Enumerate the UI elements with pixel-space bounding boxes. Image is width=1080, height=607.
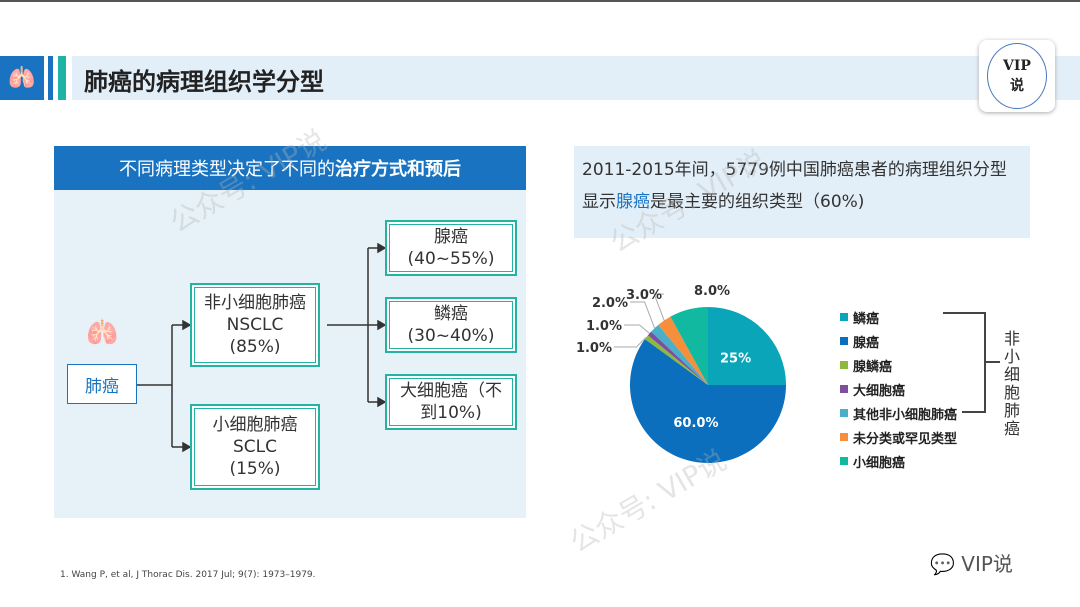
slice-label: 1.0%	[576, 341, 612, 356]
legend-label: 未分类或罕见类型	[853, 431, 958, 447]
adeno-box: 腺癌 (40~55%)	[385, 220, 517, 276]
box-text: 到10%)	[420, 403, 482, 423]
legend-label: 腺鳞癌	[853, 359, 893, 375]
pie-slice-2	[644, 335, 708, 385]
summary-text: 显示	[582, 192, 616, 212]
legend-label: 鳞癌	[853, 311, 880, 327]
wechat-icon: 💬	[930, 552, 962, 576]
box-text: 腺癌	[434, 227, 468, 247]
leader-line	[614, 336, 647, 348]
box-text: 小细胞肺癌	[212, 415, 298, 435]
box-text: 鳞癌	[434, 304, 468, 324]
legend-label: 其他非小细胞肺癌	[853, 407, 958, 423]
slice-label: 60.0%	[673, 416, 718, 431]
root-lung-cancer: 肺癌	[67, 364, 137, 404]
legend-swatch	[840, 433, 848, 441]
lung-icon: 🫁	[0, 56, 44, 100]
sclc-box: 小细胞肺癌 SCLC (15%)	[190, 404, 320, 490]
box-text: SCLC	[232, 437, 277, 457]
accent-bar	[48, 56, 53, 100]
box-text: (15%)	[229, 459, 281, 479]
lung-icon: 🫁	[86, 318, 119, 348]
page-title: 肺癌的病理组织学分型	[84, 68, 324, 96]
vip-badge: VIP 说	[979, 40, 1055, 112]
panel-heading: 不同病理类型决定了不同的 治疗方式和预后	[54, 146, 526, 190]
pie-slice-3	[647, 331, 708, 385]
heading-bold: 治疗方式和预后	[335, 159, 461, 180]
legend-swatch	[840, 361, 848, 369]
legend-swatch	[840, 313, 848, 321]
summary-line: 2011-2015年间，5779例中国肺癌患者的病理组织分型	[582, 160, 1007, 180]
squamous-box: 鳞癌 (30~40%)	[385, 297, 517, 353]
legend-item: 腺鳞癌	[840, 353, 957, 377]
box-text: 非小细胞肺癌	[204, 293, 306, 313]
large-cell-box: 大细胞癌（不 到10%)	[385, 374, 517, 430]
legend-item: 小细胞癌	[840, 449, 957, 473]
box-text: (40~55%)	[407, 249, 495, 269]
slice-label: 2.0%	[592, 296, 628, 311]
legend-item: 其他非小细胞肺癌	[840, 401, 957, 425]
nsclc-box: 非小细胞肺癌 NSCLC (85%)	[190, 283, 320, 367]
pie-slice-1	[630, 339, 786, 463]
chart-legend: 鳞癌腺癌腺鳞癌大细胞癌其他非小细胞肺癌 未分类或罕见类型 小细胞癌	[840, 305, 957, 473]
pie-slice-4	[651, 324, 708, 385]
heading-text: 不同病理类型决定了不同的	[119, 159, 335, 180]
legend-item: 鳞癌	[840, 305, 957, 329]
pie-slice-6	[670, 307, 708, 385]
legend-label: 大细胞癌	[853, 383, 906, 399]
summary-line: 显示腺癌是最主要的组织类型（60%)	[582, 186, 1022, 218]
legend-item: 未分类或罕见类型	[840, 425, 957, 449]
box-text: 大细胞癌（不	[400, 381, 502, 401]
legend-item: 大细胞癌	[840, 377, 957, 401]
box-text: NSCLC	[226, 315, 284, 335]
accent-bar	[58, 56, 66, 100]
highlight-text: 腺癌	[616, 192, 650, 212]
legend-swatch	[840, 409, 848, 417]
summary-box: 2011-2015年间，5779例中国肺癌患者的病理组织分型 显示腺癌是最主要的…	[574, 146, 1030, 238]
leader-line	[653, 293, 665, 321]
badge-text: 说	[1010, 78, 1024, 94]
box-text: (85%)	[229, 337, 281, 357]
slice-label: 1.0%	[586, 319, 622, 334]
slice-label: 8.0%	[694, 284, 730, 299]
badge-text: VIP	[1003, 58, 1031, 74]
header-band	[72, 56, 1080, 100]
wechat-name: VIP说	[961, 552, 1013, 576]
slice-label: 25%	[720, 351, 751, 366]
legend-swatch	[840, 337, 848, 345]
top-border	[0, 0, 1080, 2]
slice-label: 3.0%	[626, 288, 662, 303]
legend-swatch	[840, 385, 848, 393]
legend-label: 腺癌	[853, 335, 880, 351]
bracket-label: 非小细胞肺癌	[1004, 329, 1021, 438]
reference: 1. Wang P, et al, J Thorac Dis. 2017 Jul…	[60, 570, 316, 580]
leader-line	[630, 301, 656, 329]
box-text: (30~40%)	[407, 326, 495, 346]
pie-slice-0	[708, 307, 786, 385]
leader-line	[624, 324, 650, 334]
wechat-logo: 💬 VIP说	[930, 548, 1013, 577]
legend-swatch	[840, 457, 848, 465]
pie-slice-5	[658, 316, 708, 385]
legend-item: 腺癌	[840, 329, 957, 353]
summary-text: 是最主要的组织类型（60%)	[650, 192, 865, 212]
legend-label: 小细胞癌	[853, 455, 906, 471]
